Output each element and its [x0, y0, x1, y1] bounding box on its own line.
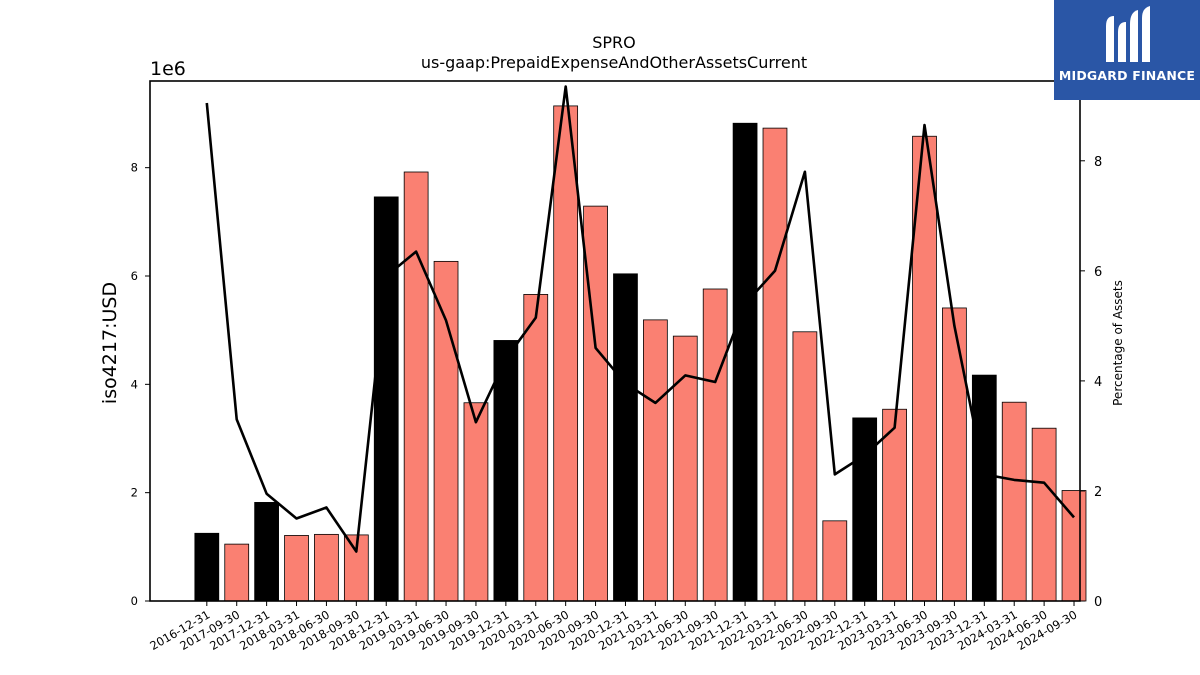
y2-tick-label: 8 — [1094, 155, 1102, 170]
bar-2022-09-30 — [822, 520, 848, 602]
bar-2021-12-31 — [732, 122, 758, 602]
bar-2018-03-31 — [284, 535, 309, 602]
bar-2024-06-30 — [1031, 427, 1057, 602]
bar-2018-06-30 — [314, 533, 339, 602]
bar-2020-06-30 — [553, 105, 579, 602]
bar-2018-12-31 — [373, 196, 399, 602]
y-multiplier-label: 1e6 — [150, 58, 186, 80]
axes — [149, 80, 1081, 602]
y-tick-label: 4 — [131, 377, 138, 391]
plot-frame — [149, 80, 1081, 602]
bar-2022-03-31 — [762, 127, 788, 602]
bar-2017-09-30 — [224, 543, 250, 602]
y2-tick-label: 4 — [1094, 375, 1102, 390]
chart-title: SPRO — [592, 33, 636, 52]
bar-2023-03-31 — [882, 408, 907, 602]
y-tick-label: 6 — [131, 269, 138, 283]
y2-tick-label: 0 — [1094, 595, 1102, 610]
bar-2022-12-31 — [852, 417, 878, 602]
bar-2021-03-31 — [643, 319, 668, 602]
bar-2019-03-31 — [403, 171, 429, 602]
chart-subtitle: us-gaap:PrepaidExpenseAndOtherAssetsCurr… — [421, 53, 807, 72]
y2-axis-label: Percentage of Assets — [1111, 280, 1125, 406]
percentage-line — [205, 85, 1075, 553]
line-series — [205, 85, 1075, 553]
bar-2016-12-31 — [194, 532, 220, 602]
bar-2020-03-31 — [523, 294, 549, 602]
bar-2020-12-31 — [613, 273, 638, 602]
bar-2023-09-30 — [942, 307, 967, 602]
bar-2019-09-30 — [463, 402, 489, 602]
y2-tick-label: 2 — [1094, 485, 1102, 500]
bar-2022-06-30 — [792, 331, 818, 602]
y-tick-label: 2 — [131, 486, 138, 500]
y-tick-label: 0 — [131, 594, 138, 608]
bar-series — [194, 105, 1087, 602]
y-axis-ticks: 0 2 4 6 8 — [131, 161, 150, 608]
bar-2024-03-31 — [1001, 401, 1027, 602]
bar-2017-12-31 — [254, 502, 279, 602]
bar-2021-09-30 — [702, 288, 728, 602]
logo-text: MIDGARD FINANCE — [1058, 68, 1196, 83]
y-tick-label: 8 — [131, 161, 138, 175]
x-axis-ticks: 2016-12-312017-09-302017-12-312018-03-31… — [147, 601, 1080, 653]
bar-2019-06-30 — [433, 260, 459, 602]
y2-axis-ticks: 0 2 4 6 8 — [1080, 155, 1102, 610]
y-axis-label: iso4217:USD — [99, 282, 121, 404]
bar-2023-12-31 — [971, 374, 997, 602]
midgard-m-icon — [1106, 6, 1150, 62]
brand-logo: MIDGARD FINANCE — [1054, 0, 1200, 100]
y2-tick-label: 6 — [1094, 265, 1102, 280]
